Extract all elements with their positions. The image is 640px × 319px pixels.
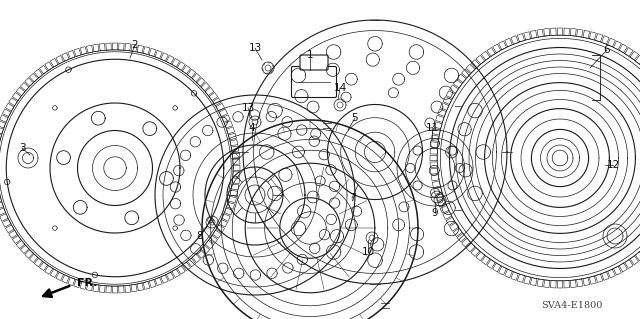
Text: 13: 13 (241, 103, 255, 113)
Text: 9: 9 (432, 208, 438, 218)
Text: 11: 11 (426, 123, 438, 133)
FancyBboxPatch shape (291, 66, 337, 98)
FancyBboxPatch shape (300, 55, 328, 70)
Text: 12: 12 (606, 160, 620, 170)
Text: 3: 3 (19, 143, 26, 153)
Text: 6: 6 (604, 45, 611, 55)
Text: 2: 2 (132, 40, 138, 50)
Text: FR.: FR. (77, 278, 97, 288)
Text: 14: 14 (333, 83, 347, 93)
Text: 4: 4 (249, 123, 255, 133)
Text: 8: 8 (196, 231, 204, 241)
Text: 10: 10 (362, 247, 374, 257)
Text: 5: 5 (352, 113, 358, 123)
Text: 13: 13 (248, 43, 262, 53)
Text: 1: 1 (307, 50, 314, 60)
Text: SVA4-E1800: SVA4-E1800 (541, 300, 603, 309)
Text: 7: 7 (349, 193, 355, 203)
